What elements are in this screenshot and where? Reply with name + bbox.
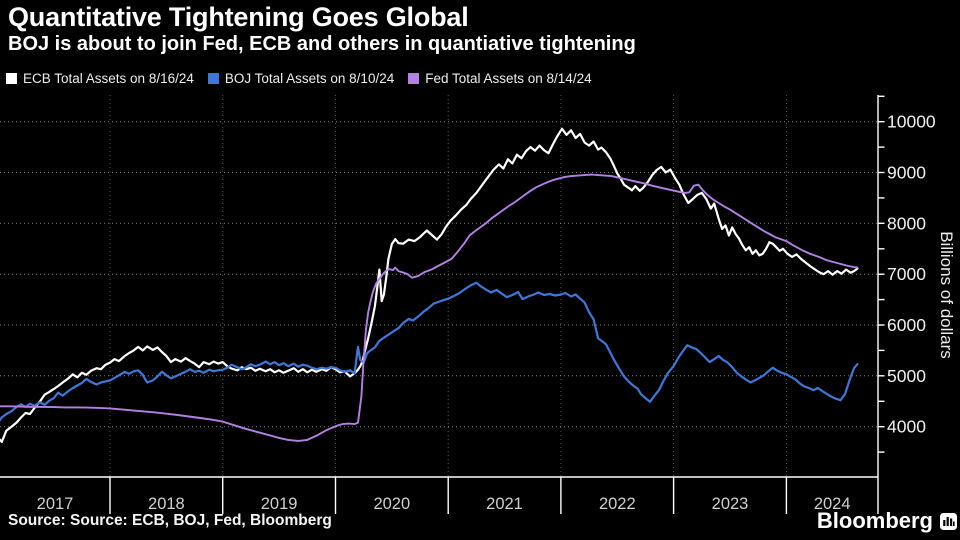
y-tick-label-8000: 8000 [887,213,926,233]
bloomberg-wordmark: Bloomberg [816,508,933,533]
y-tick-label-6000: 6000 [887,315,926,335]
series-ecb-line [0,127,859,443]
legend-label-boj: BOJ Total Assets on 8/10/24 [224,71,395,86]
chart-subtitle: BOJ is about to join Fed, ECB and others… [8,33,636,55]
x-tick-label-2021: 2021 [486,495,523,513]
source-note: Source: Source: ECB, BOJ, Fed, Bloomberg [8,512,332,529]
x-tick-label-2023: 2023 [712,495,749,513]
x-tick-label-2024: 2024 [814,495,851,513]
legend-swatch-ecb [6,73,17,84]
chart-title: Quantitative Tightening Goes Global [8,2,469,32]
legend-label-fed: Fed Total Assets on 8/14/24 [425,71,592,86]
x-tick-label-2017: 2017 [37,495,74,513]
x-tick-label-2020: 2020 [373,495,410,513]
bloomberg-logo: Bloomberg [817,508,957,534]
y-tick-label-7000: 7000 [887,264,926,284]
legend-swatch-fed [408,73,420,84]
y-tick-label-9000: 9000 [887,163,926,183]
legend-label-ecb: ECB Total Assets on 8/16/24 [23,71,194,86]
legend-item-boj: BOJ Total Assets on 8/10/24 [207,71,395,86]
x-tick-label-2019: 2019 [261,495,298,513]
y-axis-title: Billions of dollars [937,231,956,359]
legend-item-ecb: ECB Total Assets on 8/16/24 [6,71,194,86]
y-tick-label-5000: 5000 [887,366,926,386]
legend-item-fed: Fed Total Assets on 8/14/24 [408,71,592,86]
x-tick-label-2018: 2018 [148,495,185,513]
legend-swatch-boj [207,73,219,84]
x-tick-label-2022: 2022 [599,495,636,513]
series-fed-line [0,173,859,442]
y-tick-label-10000: 10000 [887,112,936,132]
bloomberg-terminal-icon [940,512,957,530]
y-tick-label-4000: 4000 [887,417,926,437]
series-boj-line [0,281,859,422]
legend: ECB Total Assets on 8/16/24 BOJ Total Ass… [6,71,592,86]
